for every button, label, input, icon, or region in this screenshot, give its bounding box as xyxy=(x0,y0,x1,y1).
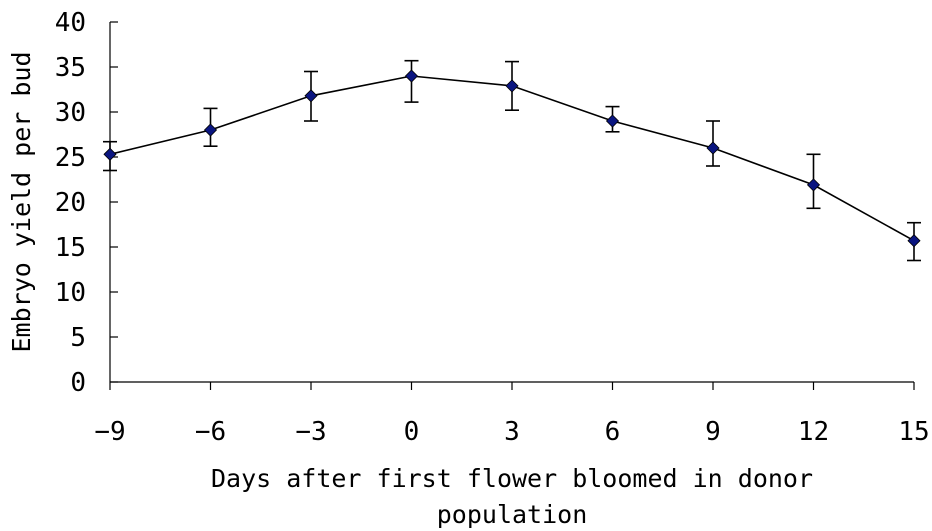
x-axis-title-line-1: Days after first flower bloomed in donor xyxy=(211,464,813,493)
data-point-6 xyxy=(605,114,620,128)
x-axis-title-line-2: population xyxy=(437,500,588,529)
y-tick-label-20: 20 xyxy=(55,188,86,218)
data-point--6 xyxy=(203,123,218,137)
x-axis-ticks: −9 −6 −3 0 3 6 9 12 15 xyxy=(94,382,930,447)
x-tick-label-9: 9 xyxy=(705,417,721,447)
data-point-0 xyxy=(404,69,419,83)
data-point--9 xyxy=(103,147,117,161)
x-tick-label-3: 3 xyxy=(504,417,520,447)
series-layer xyxy=(103,59,921,262)
y-axis-ticks: 0 5 10 15 20 25 30 35 40 xyxy=(55,8,118,398)
x-tick-label-6: 6 xyxy=(605,417,621,447)
y-tick-label-10: 10 xyxy=(55,278,86,308)
y-tick-label-5: 5 xyxy=(70,323,86,353)
y-tick-label-30: 30 xyxy=(55,98,86,128)
x-tick-label--6: −6 xyxy=(195,417,226,447)
x-tick-label-12: 12 xyxy=(798,417,829,447)
x-tick-label-0: 0 xyxy=(404,417,420,447)
y-tick-label-35: 35 xyxy=(55,53,86,83)
y-tick-label-15: 15 xyxy=(55,233,86,263)
data-point--3 xyxy=(304,89,318,103)
y-tick-label-0: 0 xyxy=(70,368,86,398)
data-point-15 xyxy=(907,234,921,248)
y-tick-label-25: 25 xyxy=(55,143,86,173)
x-tick-label--3: −3 xyxy=(295,417,326,447)
x-tick-label--9: −9 xyxy=(94,417,125,447)
data-point-9 xyxy=(706,141,720,155)
y-tick-label-40: 40 xyxy=(55,8,86,38)
y-axis-title: Embryo yield per bud xyxy=(7,51,36,352)
x-tick-label-15: 15 xyxy=(898,417,929,447)
data-point-3 xyxy=(505,79,519,93)
data-point-12 xyxy=(806,178,821,192)
